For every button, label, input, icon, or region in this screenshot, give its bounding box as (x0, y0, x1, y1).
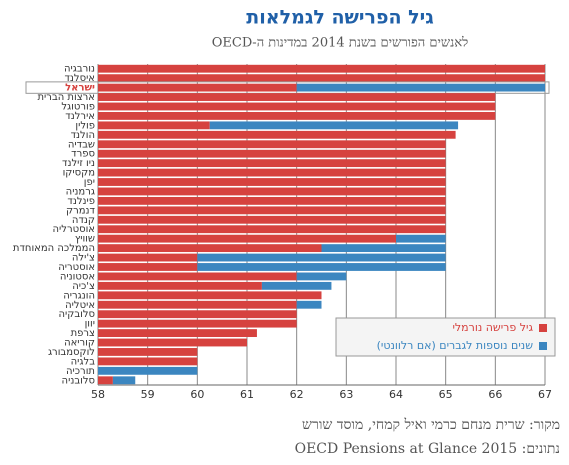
category-label: נורבגיה (64, 64, 95, 75)
x-tick-label: 64 (389, 388, 403, 401)
source-note: מקור: שרית מנחם כרמי ואיל קמחי, מוסד שור… (302, 417, 560, 433)
category-label: פולין (75, 120, 95, 131)
x-tick-label: 61 (240, 388, 254, 401)
category-label: הממלכה המאוחדת (13, 243, 95, 254)
category-label: מקסיקו (63, 168, 95, 179)
category-label: צ'כיה (72, 281, 95, 292)
bar (98, 159, 446, 168)
bar (98, 225, 446, 234)
category-label: צ'ילה (72, 253, 95, 264)
category-label: בלגיה (71, 356, 96, 367)
category-label: אסטוניה (60, 271, 95, 282)
bar (98, 244, 322, 253)
category-label: פינלנד (67, 196, 95, 207)
bar (98, 140, 446, 149)
bar (98, 348, 198, 356)
category-label: יוון (85, 319, 95, 330)
legend-swatch (539, 324, 547, 332)
bar (98, 102, 496, 111)
category-label: ארצות הברית (37, 92, 95, 103)
bar (98, 187, 446, 196)
category-label: אוסטריה (58, 262, 95, 273)
category-label: קנדה (72, 215, 95, 226)
x-tick-label: 58 (91, 388, 105, 401)
bar (98, 149, 446, 158)
bar (98, 319, 297, 328)
category-label: לוקסמבורג (48, 347, 95, 358)
category-label: גרמניה (66, 186, 95, 197)
bar (98, 196, 446, 205)
bar (98, 234, 396, 243)
category-label: איסלנד (64, 73, 95, 84)
chart-title: גיל הפרישה לגמלאות (246, 7, 433, 29)
category-label: ספרד (71, 149, 95, 160)
bar (296, 300, 322, 309)
category-label: ניו זילנד (62, 158, 95, 169)
bar (197, 263, 446, 271)
bar (98, 366, 198, 375)
category-label: פורטוגל (61, 101, 95, 112)
bar (98, 83, 297, 92)
x-tick-label: 65 (439, 388, 453, 401)
bar (98, 168, 446, 177)
legend-box (335, 317, 556, 357)
legend-label: שנים נוספות לגברים (אם רלוונטי) (377, 339, 534, 352)
bar (98, 178, 446, 186)
bar (98, 215, 446, 224)
bar (98, 376, 113, 385)
bar (98, 263, 198, 271)
category-label: תורכיה (66, 366, 95, 377)
category-label: סלובניה (62, 375, 95, 386)
bar (98, 329, 257, 337)
bar (98, 130, 456, 139)
bar (197, 253, 446, 262)
x-tick-label: 60 (190, 388, 204, 401)
bar (98, 357, 198, 366)
bar (98, 300, 297, 309)
x-tick-label: 62 (290, 388, 304, 401)
legend-label: גיל פרישה נורמלי (452, 321, 533, 334)
category-label: צרפת (71, 328, 95, 339)
x-tick-label: 59 (141, 388, 155, 401)
bar (98, 291, 322, 300)
category-label: אירלנד (65, 111, 95, 122)
category-label: קוריאה (64, 338, 95, 349)
x-tick-label: 67 (538, 388, 552, 401)
bar (396, 234, 446, 243)
bar (98, 74, 545, 83)
bar (321, 244, 446, 253)
category-label: יפן (84, 177, 95, 188)
bar (296, 272, 347, 281)
category-label: סלובקיה (58, 309, 95, 320)
bar (296, 83, 545, 92)
bar (261, 281, 332, 290)
bar (98, 64, 545, 73)
bar (98, 93, 496, 101)
x-tick-label: 66 (488, 388, 502, 401)
category-label: שבדיה (68, 139, 95, 150)
category-label: שוויץ (75, 234, 95, 245)
bar (98, 338, 247, 347)
legend-swatch (539, 342, 547, 350)
category-label: איטליה (65, 300, 95, 311)
bar (98, 281, 262, 290)
bar (209, 121, 459, 130)
bar (98, 206, 446, 215)
bar (98, 272, 297, 281)
bar (112, 376, 136, 385)
bar (98, 121, 210, 130)
category-label: דנמרק (66, 205, 96, 216)
category-label: הולנד (71, 130, 95, 141)
category-label: הונגריה (63, 290, 95, 301)
bar (98, 310, 297, 319)
bar (98, 112, 496, 120)
category-label: אוסטרליה (53, 224, 95, 235)
x-tick-label: 63 (339, 388, 353, 401)
source-note: נתונים: OECD Pensions at Glance 2015 (295, 441, 560, 457)
chart-subtitle: לאנשים הפורשים בשנת 2014 במדינות ה-OECD (212, 36, 468, 51)
category-label: ישראל (65, 83, 95, 94)
bar (98, 253, 198, 262)
